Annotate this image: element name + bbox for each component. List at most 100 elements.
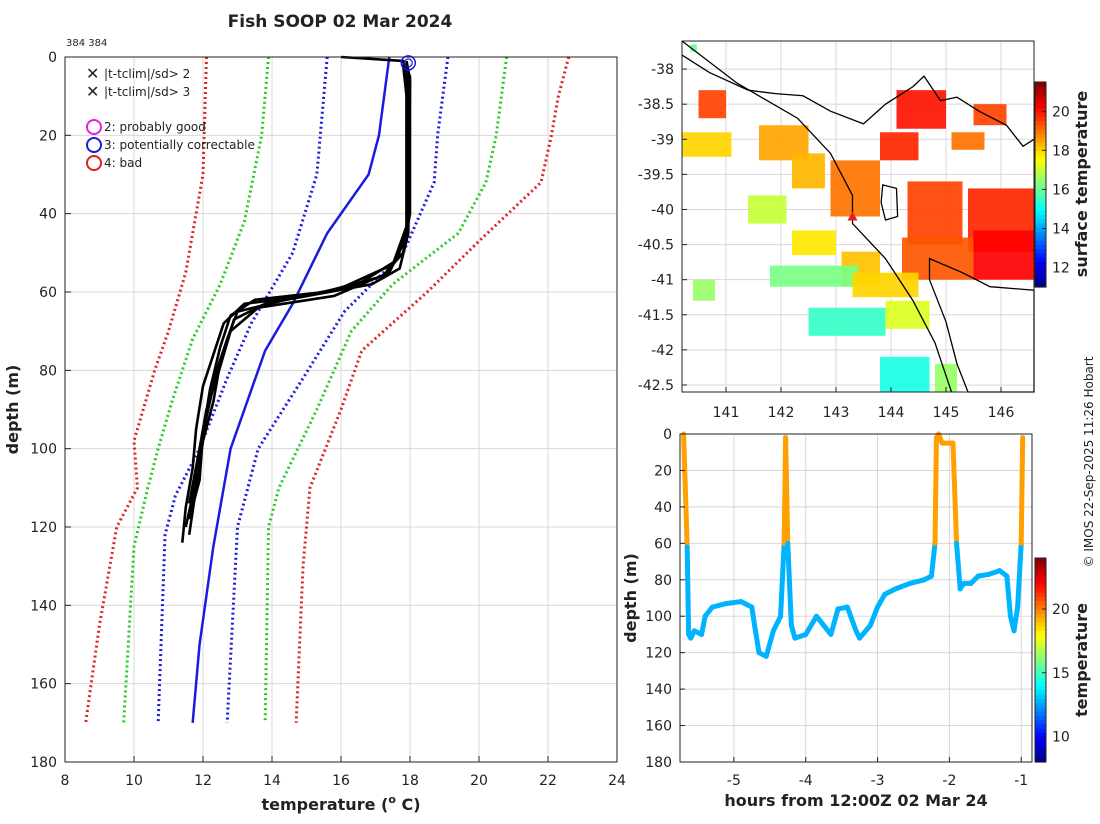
track-segment (803, 613, 819, 637)
x-tick-label: 24 (608, 773, 626, 789)
sst-colorbar-segment (1035, 240, 1046, 245)
y-tick-label: 40 (654, 500, 672, 516)
sst-colorbar-segment (1035, 146, 1046, 151)
sst-patch (935, 363, 957, 392)
sst-patch (682, 132, 732, 157)
sst-colorbar-segment (1035, 210, 1046, 215)
sst-colorbar-segment (1035, 111, 1046, 117)
x-tick-label: -3 (871, 773, 885, 789)
temperature-colorbar-segment (1035, 753, 1046, 759)
track-segment (783, 435, 791, 546)
temperature-colorbar-segment (1035, 647, 1046, 653)
sst-colorbar-segment (1035, 137, 1046, 143)
y-tick-label: 140 (30, 598, 57, 614)
temperature-colorbar-segment (1035, 617, 1046, 623)
sst-colorbar-segment (1035, 201, 1046, 207)
temperature-colorbar-segment (1035, 749, 1046, 755)
temperature-colorbar-segment (1035, 723, 1046, 729)
climatology-line (294, 56, 571, 723)
temperature-colorbar-tick-label: 15 (1052, 666, 1070, 682)
y-tick-label: -42.5 (638, 378, 674, 394)
sst-colorbar-segment (1035, 244, 1046, 250)
track-segment (699, 613, 708, 637)
temperature-colorbar-segment (1035, 745, 1046, 750)
sst-patch (907, 181, 963, 245)
y-tick-label: -40 (651, 202, 674, 218)
circle-marker-icon (86, 137, 102, 153)
y-tick-label: 120 (645, 646, 672, 662)
sst-colorbar-segment (1035, 124, 1046, 130)
temperature-colorbar-segment (1035, 728, 1046, 733)
sst-colorbar-segment (1035, 154, 1046, 160)
sst-colorbar-tick-label: 18 (1052, 143, 1070, 159)
track-segment (954, 540, 963, 592)
x-tick-label: 22 (539, 773, 557, 789)
temperature-colorbar-segment (1035, 668, 1046, 674)
temperature-colorbar-segment (1035, 685, 1046, 691)
track-segment (749, 604, 758, 634)
temperature-colorbar-segment (1035, 706, 1046, 712)
x-marker-icon: ✕ (86, 82, 99, 101)
sst-colorbar-segment (1035, 231, 1046, 237)
temperature-colorbar-tick-label: 10 (1052, 730, 1070, 746)
temperature-colorbar-segment (1035, 677, 1046, 682)
track-segment (1004, 573, 1013, 619)
track-segment (770, 613, 784, 634)
y-tick-label: -39 (651, 132, 674, 148)
temperature-colorbar-segment (1035, 711, 1046, 716)
track-segment (763, 628, 776, 659)
temperature-colorbar-segment (1035, 596, 1046, 602)
temperature-colorbar-segment (1035, 757, 1046, 763)
track-segment (867, 604, 881, 628)
temperature-colorbar-label: temperature (1072, 603, 1091, 717)
sst-colorbar-segment (1035, 86, 1046, 92)
temperature-colorbar-segment (1035, 660, 1046, 665)
y-tick-label: -41.5 (638, 308, 674, 324)
map-frame (681, 40, 1035, 393)
circle-marker-icon (86, 119, 102, 135)
climatology-line (122, 56, 271, 723)
x-tick-label: -1 (1014, 773, 1028, 789)
legend-label: 3: potentially correctable (104, 138, 255, 152)
sst-colorbar-segment (1035, 99, 1046, 104)
position-marker-icon (847, 211, 858, 221)
profile-plot: 8 10 12 14 16 18 20 22 24 0 20 40 60 80 100 120 140 160 18… (3, 50, 626, 814)
plot-frame (679, 433, 1033, 763)
track-segment (1018, 435, 1026, 546)
sst-colorbar-segment (1035, 248, 1046, 254)
sst-colorbar-segment (1035, 274, 1046, 280)
temperature-colorbar-segment (1035, 566, 1046, 572)
sst-patch (973, 104, 1007, 126)
climatology-line (84, 56, 208, 724)
temperature-colorbar-segment (1035, 583, 1046, 589)
y-tick-label: -41 (651, 273, 674, 289)
temperature-colorbar-segment (1035, 613, 1046, 619)
y-tick-label: 20 (654, 463, 672, 479)
x-tick-label: 145 (933, 405, 960, 421)
sst-patch (770, 265, 858, 287)
temperature-colorbar-segment (1035, 626, 1046, 631)
sst-colorbar-segment (1035, 82, 1046, 87)
temperature-colorbar-segment (1035, 638, 1046, 644)
y-tick-label: 160 (30, 677, 57, 693)
sst-colorbar-segment (1035, 222, 1046, 228)
temperature-colorbar-segment (1035, 558, 1046, 563)
temperature-colorbar-segment (1035, 689, 1046, 695)
sst-patch (880, 356, 930, 392)
sst-colorbar-segment (1035, 167, 1046, 173)
sst-colorbar-segment (1035, 184, 1046, 190)
legend: ✕ |t-tclim|/sd> 2 ✕ |t-tclim|/sd> 3 2: p… (86, 64, 255, 171)
legend-label: |t-tclim|/sd> 3 (104, 85, 190, 99)
sst-colorbar-segment (1035, 227, 1046, 233)
sst-patch (880, 132, 919, 161)
sst-colorbar-segment (1035, 90, 1046, 96)
x-tick-label: -5 (727, 773, 741, 789)
sst-patch (973, 230, 1034, 280)
track-segment (785, 540, 794, 628)
temperature-colorbar-segment (1035, 681, 1046, 687)
temperature-colorbar-frame (1034, 557, 1047, 763)
x-tick-label: 16 (332, 773, 350, 789)
x-tick-label: 8 (61, 773, 70, 789)
climatology-line (156, 56, 329, 723)
temperature-colorbar-tick-label: 20 (1052, 602, 1070, 618)
